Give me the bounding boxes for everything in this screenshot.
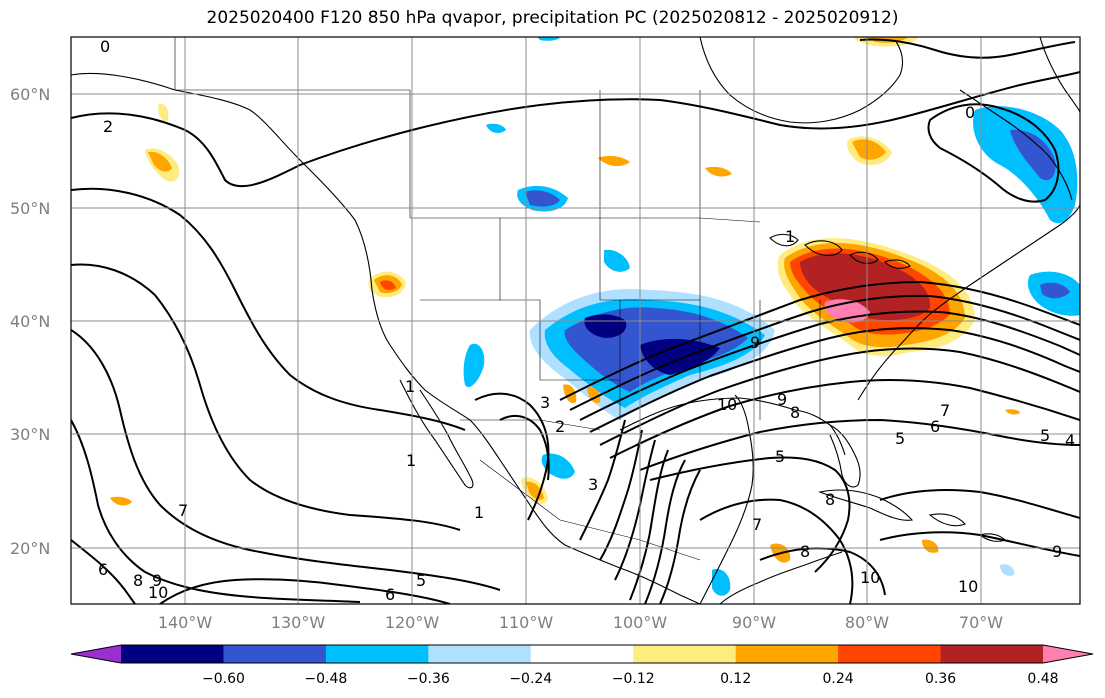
lat-label: 60°N [10, 85, 50, 104]
contour-label: 9 [777, 390, 787, 409]
contour-label: 5 [775, 447, 785, 466]
colorbar-tick-label: 0.36 [925, 671, 956, 687]
lat-label: 20°N [10, 539, 50, 558]
colorbar-tick-label: 0.24 [823, 671, 854, 687]
contour-label: 9 [1052, 542, 1062, 561]
colorbar-tick-label: −0.60 [202, 671, 245, 687]
coastlines [71, 37, 1080, 604]
contour-label: 1 [785, 227, 795, 246]
colorbar-box [121, 645, 224, 663]
latitude-labels: 60°N 50°N 40°N 30°N 20°N [10, 85, 50, 558]
map-frame [70, 36, 1081, 605]
contour-label: 9 [750, 333, 760, 352]
contour-label: 1 [474, 503, 484, 522]
map-title: 2025020400 F120 850 hPa qvapor, precipit… [206, 8, 899, 28]
contour-label: 6 [385, 585, 395, 604]
colorbar-box [940, 645, 1044, 663]
colorbar-box [530, 645, 634, 663]
lat-label: 50°N [10, 199, 50, 218]
contour-label: 10 [958, 577, 978, 596]
contour-label: 5 [416, 571, 426, 590]
lon-label: 70°W [959, 613, 1003, 632]
contour-label: 6 [930, 417, 940, 436]
contour-label: 3 [588, 475, 598, 494]
lon-label: 140°W [158, 613, 213, 632]
contour-labels: 0 2 0 1 2 3 1 10 9 8 7 6 5 4 5 6 7 9 10 … [98, 37, 1075, 604]
contour-label: 2 [103, 117, 113, 136]
lon-label: 100°W [613, 613, 668, 632]
contour-label: 8 [800, 542, 810, 561]
contour-label: 1 [406, 451, 416, 470]
political-borders [174, 37, 821, 561]
colorbar-box [838, 645, 942, 663]
colorbar-outline [70, 644, 1094, 664]
lon-label: 120°W [385, 613, 440, 632]
lon-label: 110°W [499, 613, 554, 632]
colorbar: −0.60 −0.48 −0.36 −0.24 −0.12 0.12 0.24 0.36 0.4… [70, 644, 1094, 687]
contour-label: 7 [940, 401, 950, 420]
colorbar-tick-label: 0.48 [1027, 671, 1058, 687]
contour-label: 6 [98, 560, 108, 579]
contour-label: 8 [825, 490, 835, 509]
contour-label: 2 [555, 417, 565, 436]
qvapor-contours [71, 38, 1080, 604]
colorbar-tick-label: −0.24 [509, 671, 552, 687]
colorbar-extend-low [71, 645, 121, 663]
lat-label: 30°N [10, 425, 50, 444]
lon-label: 130°W [271, 613, 326, 632]
lon-label: 80°W [845, 613, 889, 632]
contour-label: 10 [717, 395, 737, 414]
colorbar-box [428, 645, 532, 663]
contour-label: 10 [148, 583, 168, 602]
contour-label: 8 [790, 403, 800, 422]
contour-label: 1 [405, 377, 415, 396]
contour-label: 7 [752, 515, 762, 534]
contour-label: 10 [860, 568, 880, 587]
colorbar-box [633, 645, 737, 663]
contour-label: 0 [100, 37, 110, 56]
contour-label: 0 [965, 103, 975, 122]
longitude-labels: 140°W 130°W 120°W 110°W 100°W 90°W 80°W … [158, 613, 1003, 632]
colorbar-box [325, 645, 429, 663]
lat-label: 40°N [10, 312, 50, 331]
colorbar-tick-label: −0.12 [612, 671, 655, 687]
contour-label: 9 [152, 571, 162, 590]
contour-label: 4 [1065, 431, 1075, 450]
contour-label: 8 [133, 571, 143, 590]
colorbar-tick-label: −0.48 [304, 671, 347, 687]
colorbar-extend-high [1043, 645, 1093, 663]
lon-label: 90°W [732, 613, 776, 632]
colorbar-tick-label: −0.36 [407, 671, 450, 687]
graticule [71, 37, 1080, 604]
contour-label: 5 [1040, 426, 1050, 445]
colorbar-box [735, 645, 839, 663]
colorbar-box [223, 645, 327, 663]
contour-label: 5 [895, 429, 905, 448]
colorbar-tick-label: 0.12 [720, 671, 751, 687]
contour-label: 7 [178, 501, 188, 520]
contour-label: 3 [540, 393, 550, 412]
